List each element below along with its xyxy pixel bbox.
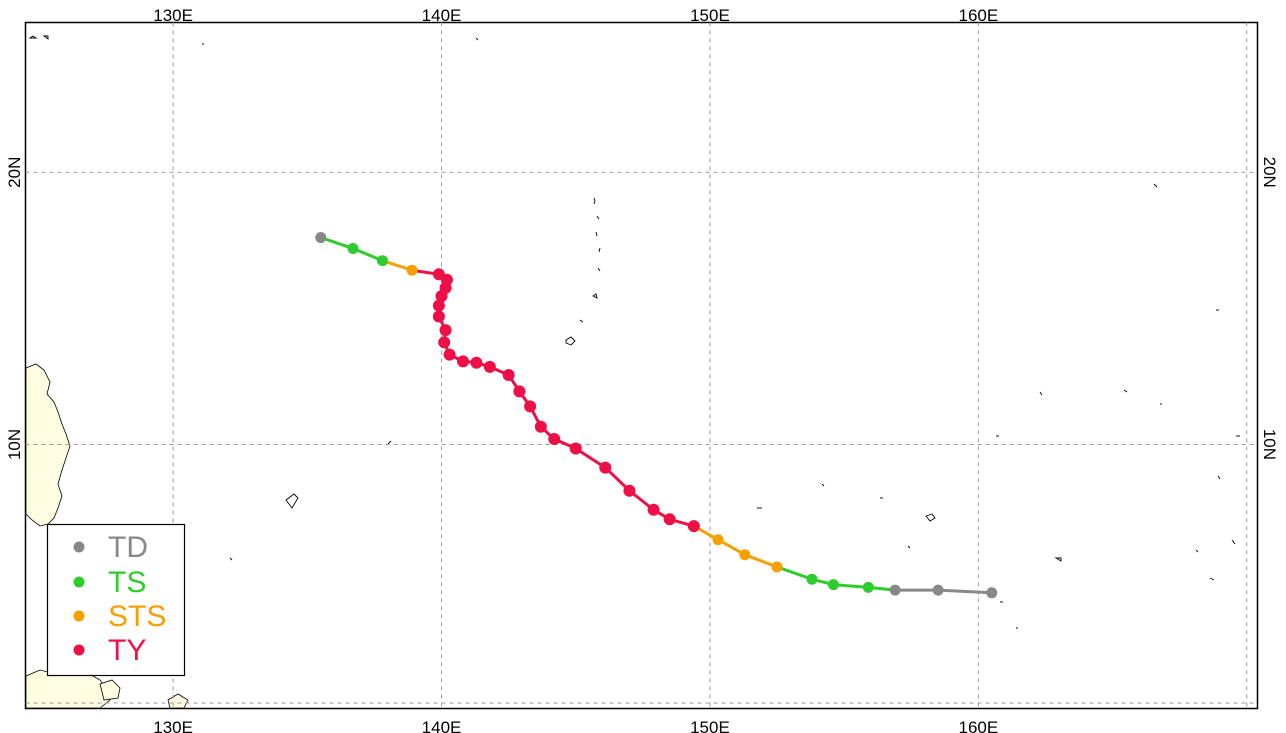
track-point-ty [438,336,451,349]
track-point-ty [599,461,612,474]
track-point-sts [712,534,724,546]
track-segment [744,553,778,569]
track-point-ts [806,573,818,585]
track-point-ty [663,513,676,526]
lon-label-top: 160E [959,6,999,25]
legend-marker-td [73,541,85,553]
legend-label-ts: TS [108,566,146,599]
land-philippines-north [25,363,71,527]
track-point-ty [470,356,483,369]
lon-label-bottom: 150E [690,718,730,733]
storm-track [315,232,998,599]
track-point-ty [432,310,445,323]
lon-label-top: 140E [422,6,462,25]
track-point-ts [827,579,839,591]
track-point-sts [739,549,751,561]
track-point-ty [513,385,526,398]
track-segment [833,583,869,589]
lon-label-bottom: 160E [959,718,999,733]
track-point-ty [502,369,515,382]
lat-label-right: 10N [1260,429,1279,460]
track-point-ty [623,484,636,497]
track-point-ty [687,520,700,533]
lat-label-right: 20N [1260,157,1279,188]
lon-label-bottom: 130E [153,718,193,733]
track-point-td [889,584,901,596]
track-point-ty [432,299,445,312]
legend: TD TS STS TY [46,523,186,677]
tick-labels: 130E 130E 140E 140E 150E 150E 160E 160E 10N 10N 20… [5,6,1279,733]
lon-label-top: 150E [690,6,730,25]
track-point-sts [406,264,418,276]
track-point-ts [376,255,388,267]
lat-label-left: 10N [5,429,24,460]
track-point-sts [771,561,783,573]
track-segment [776,565,813,581]
track-point-td [315,232,327,244]
track-point-ty [439,324,452,337]
track-point-td [932,584,944,596]
track-point-ty [524,400,537,413]
legend-box [46,523,186,677]
track-point-ty [443,348,456,361]
track-point-ts [347,242,359,254]
track-point-ty [534,420,547,433]
track-point-ts [862,581,874,593]
legend-marker-sts [73,610,85,622]
lon-label-bottom: 140E [422,718,462,733]
legend-marker-ts [73,576,85,588]
track-point-ty [432,268,445,281]
legend-label-sts: STS [108,600,166,633]
track-point-ty [548,433,561,445]
track-point-ty [569,442,582,455]
track-point-ty [647,503,660,516]
land-islet-a [99,679,121,701]
land-layer [25,35,1240,709]
lat-label-left: 20N [5,157,24,188]
track-segment [320,236,354,250]
track-point-td [986,587,998,599]
track-segment [938,588,992,595]
lon-label-top: 130E [153,6,193,25]
track-point-ty [457,355,470,368]
track-point-ty [483,360,496,373]
legend-label-td: TD [108,531,148,564]
map-frame [24,21,1259,710]
legend-label-ty: TY [108,634,146,667]
small-islands [28,35,1240,629]
legend-marker-ty [73,644,85,656]
